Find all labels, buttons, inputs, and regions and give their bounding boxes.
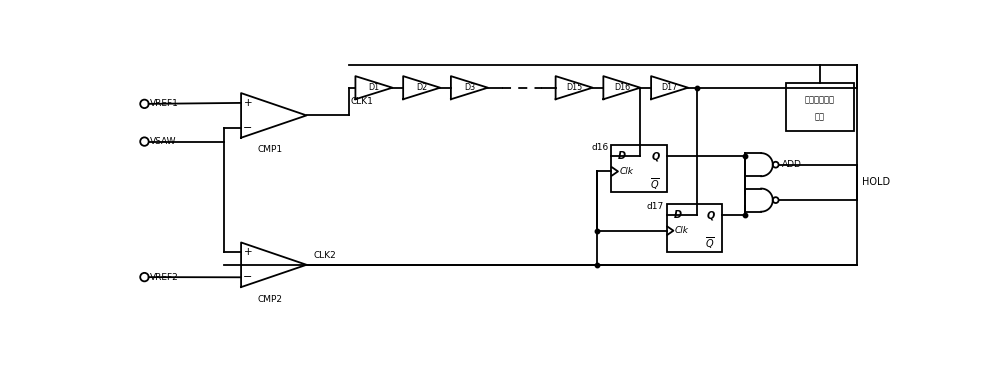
Text: ADD: ADD — [782, 160, 802, 169]
Text: D: D — [673, 210, 682, 220]
Text: +: + — [244, 98, 252, 108]
Text: VREF1: VREF1 — [150, 99, 179, 108]
Text: Clk: Clk — [620, 167, 634, 176]
Text: D1: D1 — [368, 83, 379, 92]
Text: CLK1: CLK1 — [351, 97, 374, 106]
Text: −: − — [243, 272, 253, 282]
Text: D16: D16 — [614, 83, 630, 92]
Bar — [611, 145, 667, 192]
Text: d16: d16 — [592, 142, 609, 151]
Text: VSAW: VSAW — [150, 137, 176, 146]
Text: D2: D2 — [416, 83, 427, 92]
Text: Q: Q — [707, 210, 715, 220]
Text: CLK2: CLK2 — [314, 251, 337, 260]
Text: d17: d17 — [647, 202, 664, 211]
Text: HOLD: HOLD — [862, 177, 890, 187]
Text: $\overline{Q}$: $\overline{Q}$ — [650, 176, 660, 192]
Text: D17: D17 — [661, 83, 678, 92]
Text: 单元: 单元 — [815, 112, 825, 121]
Text: −: − — [243, 123, 253, 133]
Text: Q: Q — [651, 151, 660, 161]
Text: VREF2: VREF2 — [150, 273, 179, 282]
Text: D3: D3 — [464, 83, 475, 92]
Bar — [786, 83, 854, 131]
Text: Clk: Clk — [675, 226, 689, 235]
Bar — [667, 204, 722, 252]
Text: 尾管电流控制: 尾管电流控制 — [805, 95, 835, 104]
Text: D: D — [618, 151, 626, 161]
Text: +: + — [244, 247, 252, 257]
Text: $\overline{Q}$: $\overline{Q}$ — [705, 236, 715, 251]
Text: CMP1: CMP1 — [257, 145, 283, 154]
Text: D15: D15 — [566, 83, 582, 92]
Text: CMP2: CMP2 — [257, 295, 282, 304]
